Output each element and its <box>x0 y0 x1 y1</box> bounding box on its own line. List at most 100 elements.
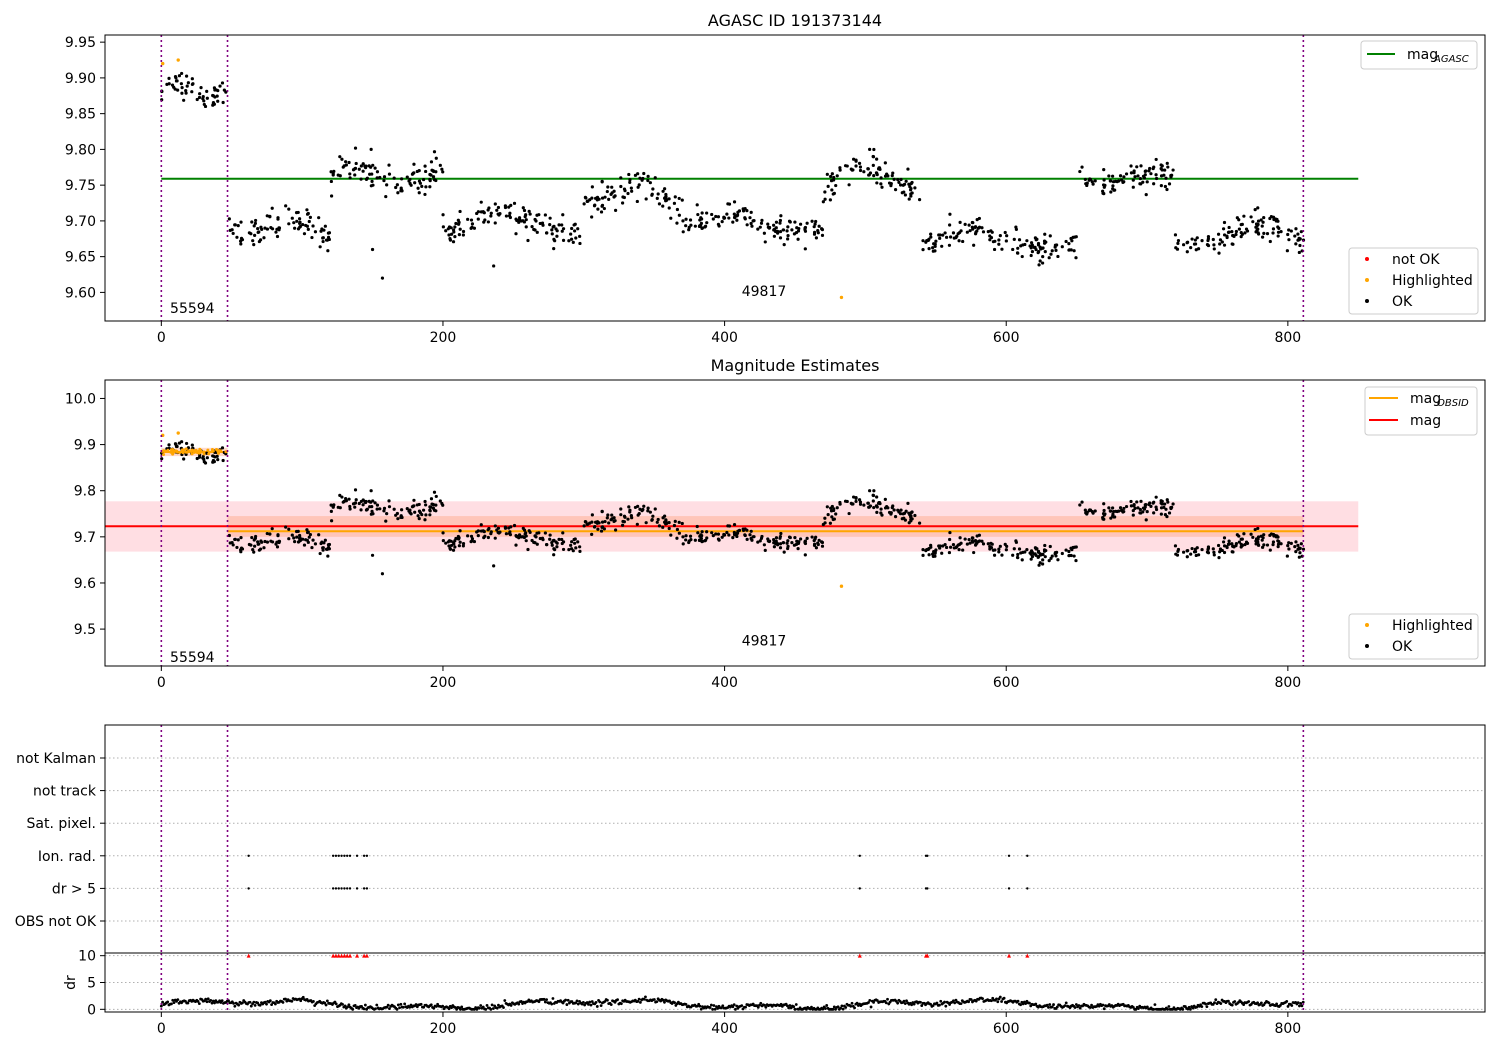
ok-point <box>448 237 452 241</box>
ok-point <box>750 224 754 228</box>
dr-point <box>969 998 973 1001</box>
ok-point <box>875 157 879 161</box>
dr-point <box>1101 1003 1105 1007</box>
ok-point <box>781 541 786 545</box>
legend-marker <box>1365 299 1369 303</box>
ok-point <box>262 546 266 550</box>
ok-point <box>287 527 291 531</box>
ok-point <box>1034 238 1038 242</box>
ok-point <box>779 531 783 536</box>
ok-point <box>569 237 574 241</box>
ok-point <box>329 519 334 523</box>
highlighted-point <box>171 447 175 451</box>
dr-point <box>616 998 619 1002</box>
ok-point <box>1256 219 1261 223</box>
dr-point <box>642 997 646 1001</box>
ok-point <box>814 236 818 240</box>
dr-point <box>399 1002 403 1006</box>
ok-point <box>416 514 420 518</box>
flag-point <box>355 854 359 857</box>
ok-point <box>638 176 642 180</box>
dr-point <box>996 1000 1000 1004</box>
ok-point <box>311 224 315 228</box>
dr-point <box>588 1000 592 1004</box>
ok-point <box>173 442 178 446</box>
ok-point <box>503 205 508 210</box>
ok-point <box>880 513 884 517</box>
flag-point <box>362 887 366 890</box>
ok-point <box>872 173 876 178</box>
ok-point <box>727 202 732 206</box>
ok-point <box>680 521 684 526</box>
highlighted-point <box>216 449 220 453</box>
ok-point <box>1020 558 1024 562</box>
ok-point <box>1088 508 1093 512</box>
ok-point <box>461 229 466 234</box>
ok-point <box>902 182 907 186</box>
ok-point <box>933 249 937 253</box>
ok-point <box>548 223 552 227</box>
dr-point <box>1090 1003 1093 1007</box>
ok-point <box>544 231 549 235</box>
ok-point <box>385 512 389 516</box>
ok-point <box>555 541 559 545</box>
ok-point <box>540 221 545 225</box>
dr-point <box>712 1004 716 1007</box>
dr-point <box>587 1002 590 1006</box>
ok-point <box>395 183 399 187</box>
dr-point <box>543 1000 547 1004</box>
p1-ytick-label: 9.9 <box>74 438 96 454</box>
legend-label: OK <box>1392 639 1413 655</box>
ok-point <box>778 221 782 225</box>
ok-point <box>428 172 432 177</box>
dr-point <box>375 1003 379 1007</box>
dr-point <box>1286 1005 1290 1008</box>
ok-point <box>369 512 373 516</box>
ok-point <box>1276 230 1281 234</box>
dr-point <box>564 998 568 1002</box>
ok-point <box>301 222 305 227</box>
p1-xtick-label: 200 <box>430 675 457 691</box>
dr-point <box>1000 1000 1003 1003</box>
ok-point <box>1109 179 1113 183</box>
ok-point <box>943 231 947 235</box>
ok-point <box>453 539 457 543</box>
ok-point <box>239 536 243 540</box>
ok-point <box>417 191 421 195</box>
ok-point <box>1154 505 1158 509</box>
ok-point <box>698 538 702 542</box>
ok-point <box>1249 532 1253 536</box>
ok-point <box>1154 173 1158 177</box>
ok-point <box>424 169 428 174</box>
p0-xtick-label: 400 <box>711 330 738 346</box>
dr-point <box>1296 1001 1300 1005</box>
p0-xtick-label: 0 <box>157 330 166 346</box>
ok-point <box>371 163 375 167</box>
ok-point <box>959 541 963 545</box>
ok-point <box>1234 232 1238 237</box>
ok-point <box>348 176 352 180</box>
ok-point <box>1239 231 1243 235</box>
ok-point <box>940 244 944 248</box>
ok-point <box>732 532 737 537</box>
ok-point <box>1286 544 1290 548</box>
ok-point <box>646 506 650 510</box>
ok-point <box>179 82 183 86</box>
ok-point <box>1119 178 1124 182</box>
ok-point <box>472 539 477 544</box>
ok-point <box>560 223 564 227</box>
dr-point <box>210 1001 214 1005</box>
ok-point <box>614 528 618 532</box>
ok-point <box>989 229 993 233</box>
ok-point <box>829 174 833 179</box>
ok-point <box>646 174 650 178</box>
ok-point <box>972 550 976 555</box>
ok-point <box>567 239 571 243</box>
dr-point <box>537 1000 541 1004</box>
ok-point <box>792 543 797 547</box>
dr-point <box>1205 1005 1209 1009</box>
ok-point <box>722 532 726 537</box>
ok-point <box>387 163 391 167</box>
ok-point <box>550 228 554 232</box>
